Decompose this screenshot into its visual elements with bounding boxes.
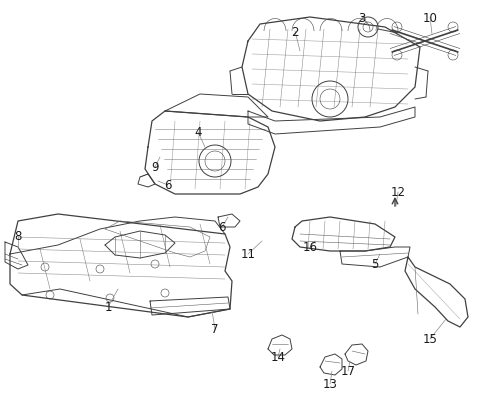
Text: 14: 14 <box>271 351 286 364</box>
Text: 3: 3 <box>358 11 366 25</box>
Text: 9: 9 <box>151 161 159 174</box>
Text: 11: 11 <box>240 248 255 261</box>
Text: 13: 13 <box>323 378 337 391</box>
Text: 1: 1 <box>104 301 112 314</box>
Text: 16: 16 <box>302 241 317 254</box>
Text: 6: 6 <box>164 179 172 192</box>
Text: 7: 7 <box>211 323 219 336</box>
Text: 12: 12 <box>391 186 406 199</box>
Text: 2: 2 <box>291 25 299 38</box>
Text: 4: 4 <box>194 126 202 139</box>
Text: 17: 17 <box>340 364 356 378</box>
Text: 10: 10 <box>422 11 437 25</box>
Text: 15: 15 <box>422 333 437 346</box>
Text: 8: 8 <box>14 230 22 243</box>
Text: 5: 5 <box>372 258 379 271</box>
Text: 6: 6 <box>218 221 226 234</box>
